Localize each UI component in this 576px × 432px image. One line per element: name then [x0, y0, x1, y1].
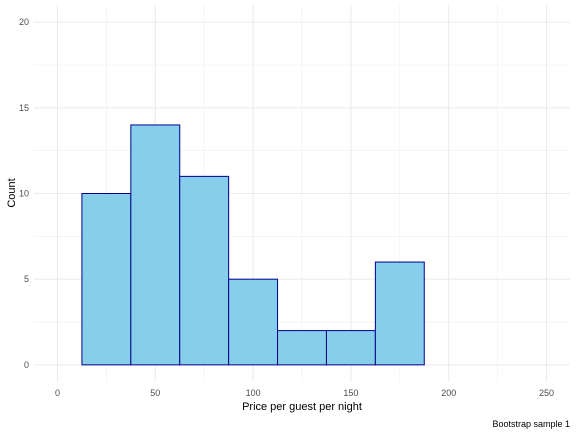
y-tick-label: 15	[19, 103, 29, 113]
histogram-bar-6	[375, 262, 424, 365]
histogram-bar-3	[229, 279, 278, 365]
chart-caption: Bootstrap sample 1	[492, 419, 570, 429]
x-tick-label: 200	[441, 388, 456, 398]
x-tick-label: 50	[150, 388, 160, 398]
x-tick-label: 0	[55, 388, 60, 398]
x-tick-label: 100	[246, 388, 261, 398]
x-tick-label: 250	[539, 388, 554, 398]
x-tick-label: 150	[343, 388, 358, 398]
histogram-bar-4	[278, 331, 327, 365]
y-tick-label: 10	[19, 189, 29, 199]
x-axis-ticks: 0 50 100 150 200 250	[55, 388, 554, 398]
histogram-bar-0	[82, 194, 131, 365]
histogram-bar-2	[180, 176, 229, 365]
y-axis-ticks: 0 5 10 15 20	[19, 17, 29, 370]
histogram-bar-5	[326, 331, 375, 365]
y-axis-title: Count	[6, 178, 18, 207]
y-tick-label: 5	[24, 274, 29, 284]
x-axis-title: Price per guest per night	[242, 401, 362, 413]
y-tick-label: 0	[24, 360, 29, 370]
histogram-bar-1	[131, 125, 180, 365]
y-tick-label: 20	[19, 17, 29, 27]
